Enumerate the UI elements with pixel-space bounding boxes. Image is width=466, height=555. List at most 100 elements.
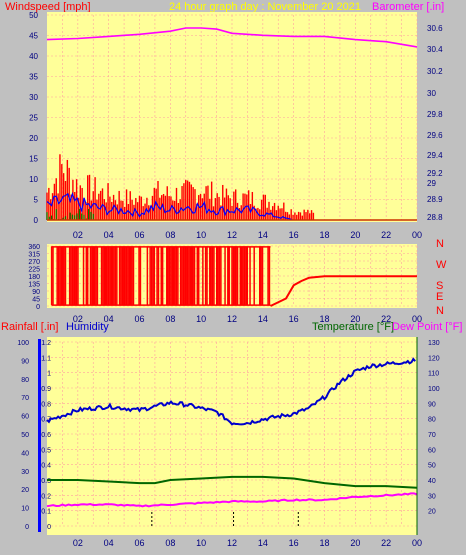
- x-tick-label: 18: [319, 314, 329, 324]
- rainfall-tick-label: 0.5: [41, 447, 51, 454]
- rainfall-tick-label: 1.1: [41, 355, 51, 362]
- direction-tick-label: 45: [32, 297, 40, 304]
- direction-tick-label: 270: [28, 259, 40, 266]
- humidity-tick-label: 60: [21, 414, 29, 421]
- temperature-tick-label: 70: [428, 432, 436, 439]
- wind-tick-label: 50: [29, 11, 38, 20]
- compass-label: W: [436, 259, 447, 271]
- dewpoint-label: Dew Point [°F]: [392, 321, 462, 333]
- humidity-axis-ticks: 0 10 20 30 40 50 60 70 80 90 100: [17, 340, 29, 531]
- rainfall-tick-label: 0.7: [41, 417, 51, 424]
- wind-tick-label: 0: [34, 216, 39, 225]
- rainfall-axis-ticks: 0 0.1 0.2 0.3 0.4 0.5 0.6 0.7 0.8 0.9 1 1.1 1.2: [41, 340, 51, 531]
- wind-tick-label: 45: [29, 32, 38, 41]
- temperature-tick-label: 120: [428, 355, 440, 362]
- x-tick-label: 20: [350, 538, 360, 548]
- humidity-tick-label: 50: [21, 432, 29, 439]
- barometer-tick-label: 29: [427, 179, 436, 188]
- temp-x-ticks: 02 04 06 08 10 12 14 16 18 20 22 00: [73, 538, 422, 548]
- rainfall-tick-label: 0.8: [41, 401, 51, 408]
- temperature-tick-label: 110: [428, 371, 439, 378]
- x-tick-label: 14: [258, 314, 268, 324]
- wind-tick-label: 30: [29, 93, 38, 102]
- humidity-tick-label: 90: [21, 358, 29, 365]
- direction-tick-label: 360: [28, 244, 40, 251]
- barometer-tick-label: 30.6: [427, 24, 443, 33]
- chart-title: 24 hour graph day : November 20 2021: [169, 1, 361, 13]
- rainfall-tick-label: 0.3: [41, 478, 51, 485]
- barometer-line: [46, 27, 418, 48]
- x-tick-label: 04: [104, 314, 114, 324]
- temperature-tick-label: 50: [428, 463, 436, 470]
- x-tick-label: 00: [412, 538, 422, 548]
- x-tick-label: 10: [196, 314, 206, 324]
- direction-tick-label: 90: [32, 289, 40, 296]
- humidity-label: Humidity: [66, 321, 109, 333]
- x-tick-label: 00: [412, 314, 422, 324]
- barometer-tick-label: 29.6: [427, 131, 443, 140]
- x-tick-label: 02: [73, 230, 83, 240]
- temperature-tick-label: 30: [428, 493, 436, 500]
- rainfall-tick-label: 0.6: [41, 432, 51, 439]
- wind-axis-ticks: 0 5 10 15 20 25 30 35 40 45 50: [29, 11, 38, 225]
- humidity-tick-label: 30: [21, 469, 29, 476]
- barometer-label: Barometer [.in]: [372, 1, 444, 13]
- x-tick-label: 20: [350, 314, 360, 324]
- wind-tick-label: 40: [29, 52, 38, 61]
- direction-tick-label: 180: [28, 274, 40, 281]
- x-tick-label: 08: [165, 230, 175, 240]
- compass-label: E: [436, 291, 443, 303]
- temperature-tick-label: 130: [428, 340, 440, 347]
- temperature-tick-label: 20: [428, 509, 436, 516]
- humidity-tick-label: 10: [21, 506, 29, 513]
- wind-x-ticks: 02 04 06 08 10 12 14 16 18 20 22 00: [73, 230, 422, 240]
- x-tick-label: 06: [134, 314, 144, 324]
- direction-tick-label: 225: [28, 267, 40, 274]
- x-tick-label: 14: [258, 230, 268, 240]
- dewpoint-line: [46, 492, 418, 508]
- wind-tick-label: 15: [29, 155, 38, 164]
- wind-tick-label: 25: [29, 114, 38, 123]
- barometer-tick-label: 30: [427, 89, 436, 98]
- rainfall-tick-label: 0: [47, 524, 51, 531]
- wind-tick-label: 35: [29, 73, 38, 82]
- windspeed-label: Windspeed [mph]: [5, 1, 91, 13]
- direction-x-ticks: 02 04 06 08 10 12 14 16 18 20 22 00: [73, 314, 422, 324]
- x-tick-label: 02: [73, 314, 83, 324]
- x-tick-label: 22: [381, 230, 391, 240]
- x-tick-label: 08: [165, 314, 175, 324]
- direction-tick-label: 0: [36, 304, 40, 311]
- humidity-tick-label: 70: [21, 395, 29, 402]
- compass-label: S: [436, 280, 443, 292]
- x-tick-label: 20: [350, 230, 360, 240]
- x-tick-label: 12: [227, 538, 237, 548]
- humidity-tick-label: 20: [21, 487, 29, 494]
- direction-tick-label: 315: [28, 252, 40, 259]
- compass-label: N: [436, 305, 444, 317]
- rainfall-label: Rainfall [.in]: [1, 321, 58, 333]
- humidity-tick-label: 40: [21, 450, 29, 457]
- wind-direction-trace: [50, 246, 271, 306]
- rainfall-tick-label: 0.9: [41, 386, 51, 393]
- wind-bars: [46, 154, 315, 220]
- x-tick-label: 16: [289, 314, 299, 324]
- humidity-tick-label: 100: [17, 340, 29, 347]
- gust-line: [46, 192, 293, 221]
- wind-tick-label: 10: [29, 175, 38, 184]
- x-tick-label: 02: [73, 538, 83, 548]
- temperature-tick-label: 90: [428, 401, 436, 408]
- x-tick-label: 16: [289, 538, 299, 548]
- rainfall-tick-label: 1.2: [41, 340, 51, 347]
- x-tick-label: 22: [381, 314, 391, 324]
- x-tick-label: 18: [319, 538, 329, 548]
- x-tick-label: 08: [165, 538, 175, 548]
- direction-tick-label: 135: [28, 282, 40, 289]
- compass-label: N: [436, 238, 444, 250]
- temperature-axis-ticks: 20 30 40 50 60 70 80 90 100 110 120 130: [428, 340, 440, 516]
- humidity-axis-bar: [38, 339, 41, 532]
- x-tick-label: 16: [289, 230, 299, 240]
- rainfall-tick-label: 1: [47, 371, 51, 378]
